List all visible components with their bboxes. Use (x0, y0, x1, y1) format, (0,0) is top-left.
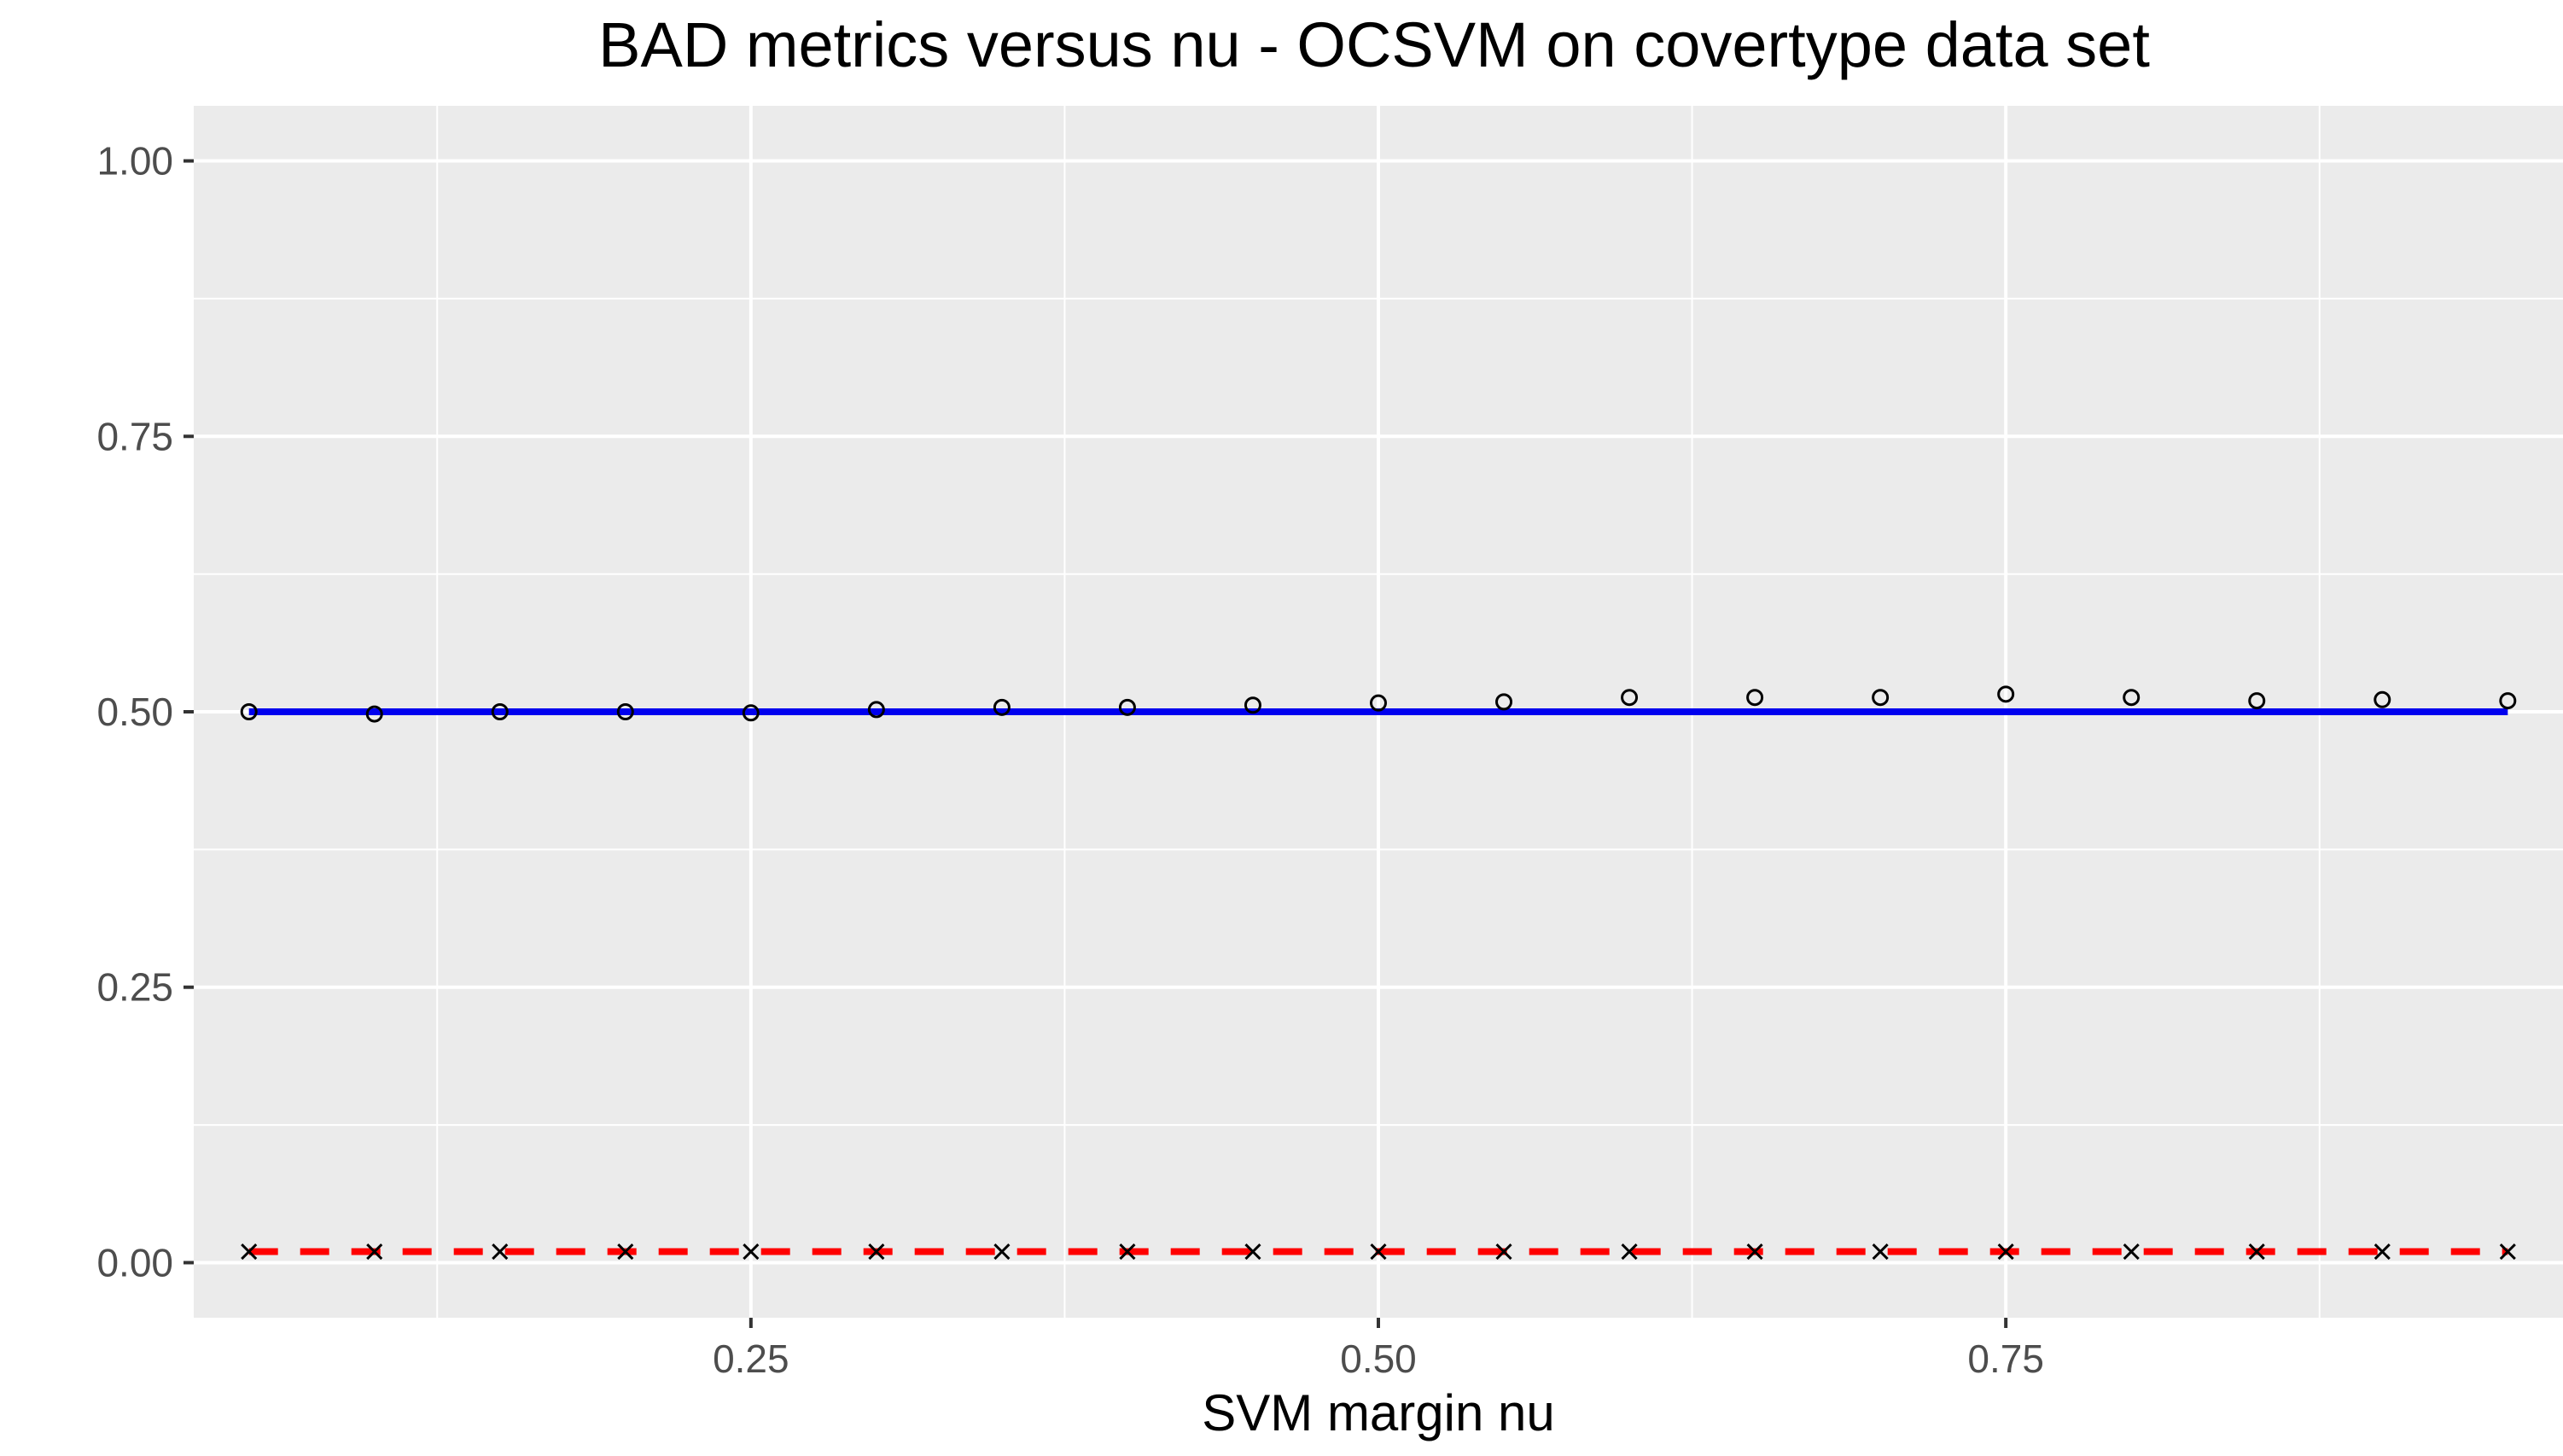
data-point-cross (2374, 1243, 2391, 1261)
data-point-circle (742, 704, 760, 722)
x-tick-label: 0.50 (1340, 1337, 1417, 1381)
y-axis: 0.00 0.25 0.50 0.75 1.00 (96, 139, 194, 1284)
data-point-circle (867, 701, 885, 719)
data-point-cross (366, 1243, 383, 1261)
data-point-circle (993, 698, 1011, 716)
x-tick-label: 0.25 (713, 1337, 789, 1381)
data-point-circle (491, 703, 509, 720)
x-axis: 0.25 0.50 0.75 (713, 1318, 2044, 1381)
data-point-circle (1244, 696, 1261, 714)
points-layer (240, 685, 2517, 1261)
x-axis-title: SVM margin nu (1202, 1384, 1555, 1441)
data-point-circle (2499, 692, 2517, 710)
data-point-cross (492, 1243, 509, 1261)
data-point-circle (365, 705, 383, 723)
data-point-cross (1621, 1243, 1638, 1261)
data-point-cross (2248, 1243, 2265, 1261)
data-point-circle (2248, 692, 2266, 710)
data-point-cross (1746, 1243, 1763, 1261)
data-point-circle (1746, 689, 1764, 707)
data-point-cross (993, 1243, 1011, 1261)
data-point-circle (1118, 698, 1136, 716)
data-point-cross (743, 1243, 760, 1261)
y-tick-label: 0.00 (96, 1240, 173, 1284)
data-point-circle (1621, 689, 1639, 707)
data-point-cross (868, 1243, 885, 1261)
data-point-circle (2374, 690, 2391, 708)
y-tick-label: 1.00 (96, 139, 173, 183)
y-tick-label: 0.25 (96, 965, 173, 1010)
data-point-circle (1495, 693, 1513, 711)
data-point-circle (1997, 685, 2015, 703)
data-point-cross (2123, 1243, 2140, 1261)
data-point-cross (1495, 1243, 1512, 1261)
data-point-circle (1370, 694, 1387, 712)
data-point-circle (2123, 689, 2141, 707)
data-point-circle (1872, 689, 1890, 707)
data-point-cross (1119, 1243, 1136, 1261)
data-point-cross (1370, 1243, 1387, 1261)
data-point-cross (1997, 1243, 2014, 1261)
data-point-circle (240, 703, 258, 720)
chart-title: BAD metrics versus nu - OCSVM on coverty… (598, 9, 2150, 80)
data-point-cross (1872, 1243, 1889, 1261)
data-point-cross (617, 1243, 634, 1261)
y-tick-label: 0.50 (96, 690, 173, 734)
y-tick-label: 0.75 (96, 414, 173, 458)
x-tick-label: 0.75 (1967, 1337, 2044, 1381)
data-point-circle (616, 703, 634, 720)
data-point-cross (1244, 1243, 1261, 1261)
data-point-cross (2499, 1243, 2516, 1261)
data-point-cross (241, 1243, 258, 1261)
